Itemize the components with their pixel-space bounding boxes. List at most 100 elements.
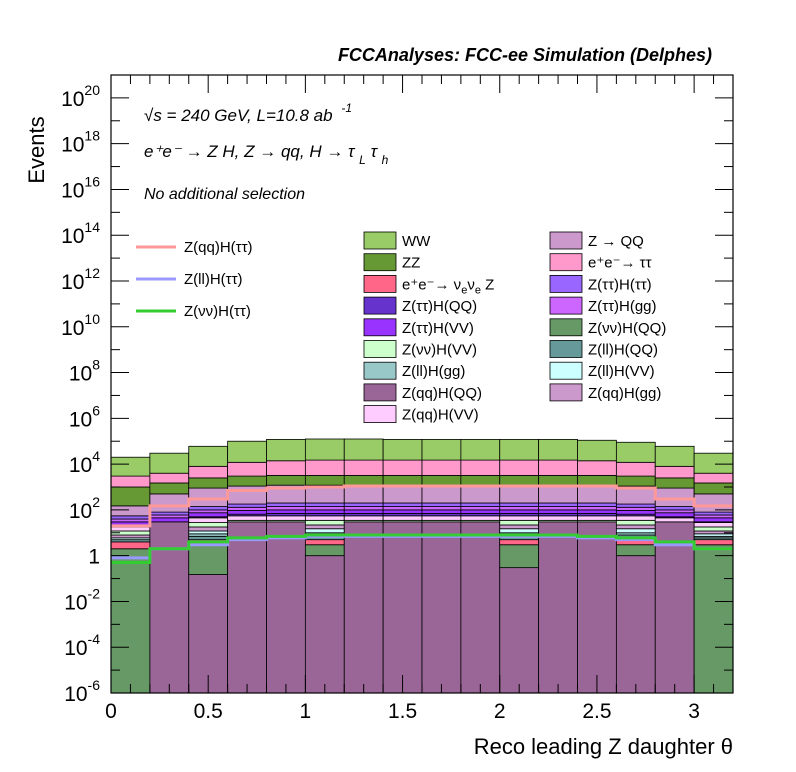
stack-bar-12-14 [654,506,695,511]
legend-box-col2-swatch [549,361,583,380]
legend-box-col1-label: Z(ττ)H(QQ) [402,298,477,315]
stack-bar-15-2 [188,465,229,479]
stack-bar-0-7 [382,521,423,694]
stack-bar-15-4 [266,460,306,476]
stack-bar-16-0 [110,456,151,477]
stack-bar-8-11 [538,515,578,521]
y-tick-label: 1014 [61,219,100,248]
stack-bar-12-3 [227,503,267,508]
stack-bar-16-6 [343,438,384,461]
stack-bar-12-12 [577,502,617,507]
y-tick-label-base: 10 [69,454,92,477]
stack-bar-6-10 [499,524,540,530]
stack-bar-13-14 [654,487,695,507]
stack-bar-10-15 [693,517,734,523]
stack-bar-15-7 [382,459,423,476]
legend-box-col1-swatch [363,231,397,250]
y-tick-label-base: 10 [64,591,87,614]
y-tick-label-base: 1 [88,546,100,569]
stack-bar-16-11 [538,439,578,461]
stack-bar-14-2 [188,477,229,489]
chart-title: FCCAnalyses: FCC-ee Simulation (Delphes) [338,45,712,65]
stack-bar-6-13 [615,524,656,530]
legend-box-col2-label: Z(ττ)H(gg) [588,298,657,315]
y-tick-label-exp: -4 [88,631,101,647]
stack-bar-15-14 [654,465,695,479]
stack-bar-12-11 [538,502,578,507]
stack-bar-15-0 [110,475,151,488]
stack-bar-11-12 [577,506,617,511]
stack-bar-15-6 [343,459,384,476]
stack-bar-8-9 [460,515,501,521]
legend-box-col1-label: Z(νν)H(VV) [402,342,477,359]
stack-bar-13-9 [460,484,501,504]
y-tick-label-exp: 6 [92,402,100,418]
stack-bar-15-15 [693,472,734,484]
legend-box-col1-label: WW [402,233,431,250]
stack-bar-2-10 [499,539,540,546]
stack-bar-1-5 [304,544,345,557]
y-tick-label-base: 10 [69,500,92,523]
y-tick-label-base: 10 [61,317,84,340]
x-tick-label: 0.5 [194,700,223,723]
legend: Z(qq)H(ττ) Z(ll)H(ττ) Z(νν)H(ττ) WW ZZ e⁺e⁻→ … [136,231,666,424]
stack-bar-0-5 [304,555,345,694]
stack-bar-14-10 [499,475,540,486]
stack-bar-0-3 [227,521,267,694]
stack-bar-6-2 [188,526,229,532]
legend-box-col2-label: Z(qq)H(gg) [588,385,661,402]
y-tick-label: 104 [69,448,100,477]
stack-bar-14-11 [538,475,578,486]
y-tick-label-exp: 4 [92,448,100,464]
legend-box-col1-swatch [363,361,397,380]
stack-bar-11-2 [188,509,229,514]
annotation-energy-lumi-text: √s = 240 GeV, L=10.8 ab [144,106,333,125]
x-tick-label: 1.5 [388,700,417,723]
stack-bar-2-5 [304,539,345,546]
stack-bar-14-3 [227,475,267,487]
legend-box-col1-swatch [363,274,397,293]
legend-box-col2-label: Z(ll)H(QQ) [588,342,658,359]
stack-bar-12-1 [149,511,190,516]
legend-box-col1-swatch [363,340,397,358]
stack-bar-12-15 [693,511,734,516]
legend-box-col1-label-sub2: e [475,284,481,296]
stack-bar-16-9 [460,439,501,461]
stack-bar-14-12 [577,475,617,486]
stack-bar-8-12 [577,515,617,521]
annotation-process-text: e⁺e⁻ → Z H, Z → qq, H → τ [144,142,356,161]
stack-bar-10-12 [577,509,617,514]
stack-bar-15-10 [499,459,540,476]
stack-bar-0-1 [149,521,190,694]
stacked-histograms [110,438,734,694]
stack-bar-0-11 [538,521,578,694]
stack-bar-0-13 [615,555,656,694]
stack-bar-12-9 [460,502,501,507]
stack-bar-16-2 [188,445,229,467]
x-tick-label: 2 [494,700,506,723]
legend-box-col1-label-b: ν [467,276,475,293]
stack-bar-8-15 [693,522,734,528]
y-tick-label: 106 [69,402,100,431]
stack-bar-12-4 [266,502,306,507]
stack-bar-8-2 [188,517,229,523]
stack-bar-8-14 [654,517,695,523]
y-tick-label-exp: 10 [84,311,100,327]
y-tick-label-exp: 12 [84,265,100,281]
stack-bar-16-1 [149,452,190,474]
y-tick-label: 102 [69,494,100,523]
stack-bar-12-13 [615,503,656,508]
legend-box-col1-label: Z(ττ)H(VV) [402,320,474,337]
stack-bar-13-8 [421,484,462,504]
stack-bar-10-10 [499,509,540,514]
stack-bar-14-8 [421,475,462,486]
stack-bar-6-5 [304,524,345,530]
legend-box-col1-swatch [363,253,397,272]
x-tick-label: 3 [688,700,700,723]
stack-bar-11-3 [227,506,267,511]
annotation-process: e⁺e⁻ → Z H, Z → qq, H → τ L τ h [144,142,389,168]
stack-bar-8-5 [304,515,345,521]
stack-bar-0-10 [499,567,540,694]
stack-bar-0-6 [343,521,384,694]
legend-box-col2-label: e⁺e⁻→ ττ [588,255,652,272]
